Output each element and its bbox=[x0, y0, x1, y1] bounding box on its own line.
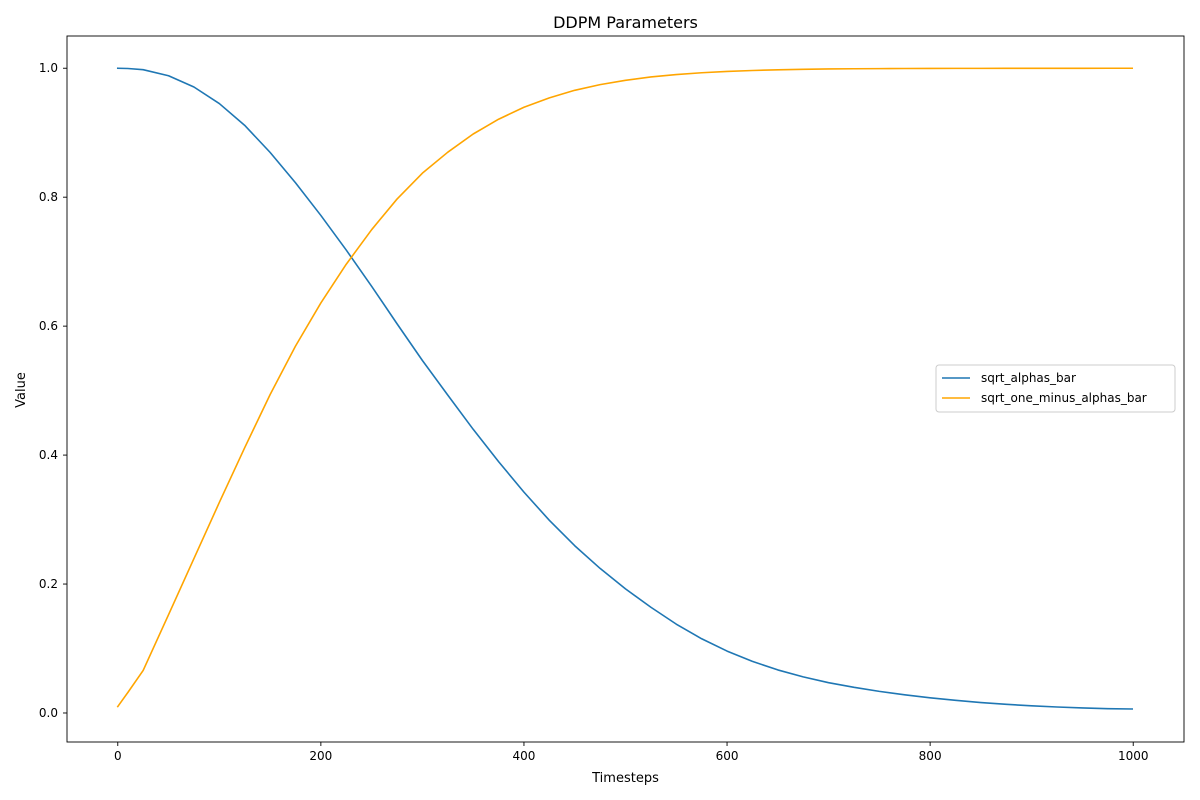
x-tick-label: 200 bbox=[309, 749, 332, 763]
plot-frame bbox=[66, 35, 1185, 743]
chart-title: DDPM Parameters bbox=[553, 13, 698, 32]
legend-box bbox=[935, 364, 1176, 413]
legend: sqrt_alphas_bar sqrt_one_minus_alphas_bar bbox=[935, 364, 1176, 413]
axes: 0 200 400 600 800 1000 0.0 0.2 0.4 0.6 0.8 1.0 bbox=[39, 35, 1185, 763]
legend-label-sqrt-one-minus-alphas-bar: sqrt_one_minus_alphas_bar bbox=[981, 391, 1147, 405]
x-axis-label: Timesteps bbox=[591, 771, 659, 786]
series-line-sqrt-alphas-bar bbox=[116, 67, 1134, 710]
x-tick-label: 1000 bbox=[1118, 749, 1149, 763]
x-tick-label: 0 bbox=[114, 749, 122, 763]
y-tick-label: 0.8 bbox=[39, 190, 58, 204]
y-tick-label: 0.2 bbox=[39, 577, 58, 591]
legend-label-sqrt-alphas-bar: sqrt_alphas_bar bbox=[981, 371, 1076, 385]
y-axis-label: Value bbox=[14, 372, 29, 408]
x-tick-label: 400 bbox=[513, 749, 536, 763]
x-tick-label: 600 bbox=[716, 749, 739, 763]
series-line-sqrt-one-minus-alphas-bar bbox=[116, 67, 1134, 708]
y-tick-label: 0.4 bbox=[39, 448, 58, 462]
y-tick-label: 1.0 bbox=[39, 61, 58, 75]
y-tick-label: 0.6 bbox=[39, 319, 58, 333]
y-tick-label: 0.0 bbox=[39, 706, 58, 720]
x-tick-label: 800 bbox=[919, 749, 942, 763]
plot-area bbox=[116, 67, 1134, 710]
